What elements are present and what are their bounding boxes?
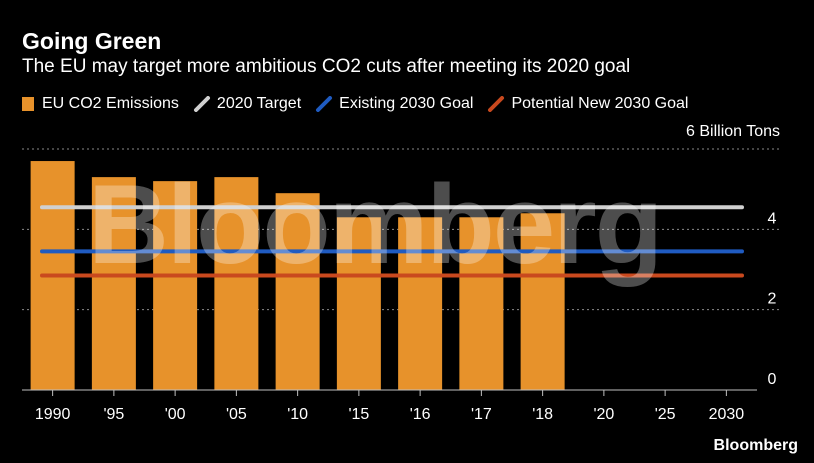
x-tick-label: 1990	[35, 406, 71, 423]
x-tick-label: '20	[593, 406, 614, 423]
y-tick-label: 0	[768, 371, 777, 388]
bar	[275, 193, 320, 390]
x-tick-label: 2030	[709, 406, 745, 423]
legend-label: 2020 Target	[216, 95, 302, 112]
x-tick-label: '17	[471, 406, 492, 423]
bar	[520, 213, 565, 390]
line-swatch-icon	[316, 96, 333, 112]
legend-item-existing-2030-goal: Existing 2030 Goal	[315, 95, 473, 113]
x-tick-label: '10	[287, 406, 308, 423]
chart-subtitle: The EU may target more ambitious CO2 cut…	[22, 56, 631, 77]
x-tick-label: '16	[410, 406, 431, 423]
source-logo: Bloomberg	[713, 437, 798, 454]
legend-label: Existing 2030 Goal	[339, 95, 474, 112]
y-tick-label: 4	[768, 210, 777, 227]
bar	[153, 181, 198, 390]
bar	[336, 217, 381, 390]
legend-item-potential-2030-goal: Potential New 2030 Goal	[487, 95, 688, 113]
bar-swatch-icon	[22, 97, 34, 111]
x-tick-label: '25	[655, 406, 676, 423]
y-tick-label: 2	[768, 291, 777, 308]
legend-label: EU CO2 Emissions	[42, 95, 179, 112]
x-tick-label: '95	[103, 406, 124, 423]
line-swatch-icon	[488, 96, 505, 112]
bar	[398, 217, 443, 390]
line-swatch-icon	[193, 96, 210, 112]
x-tick-label: '18	[532, 406, 553, 423]
bar	[214, 177, 259, 390]
x-tick-label: '05	[226, 406, 247, 423]
chart-title: Going Green	[22, 28, 162, 54]
legend-item-emissions: EU CO2 Emissions	[22, 95, 179, 113]
bar	[91, 177, 136, 390]
legend-item-2020-target: 2020 Target	[193, 95, 301, 113]
x-tick-label: '15	[348, 406, 369, 423]
legend-label: Potential New 2030 Goal	[511, 95, 689, 112]
chart-legend: EU CO2 Emissions 2020 Target Existing 20…	[22, 95, 702, 113]
x-tick-label: '00	[165, 406, 186, 423]
y-axis-unit-label: 6 Billion Tons	[686, 123, 780, 140]
bar	[459, 217, 504, 390]
